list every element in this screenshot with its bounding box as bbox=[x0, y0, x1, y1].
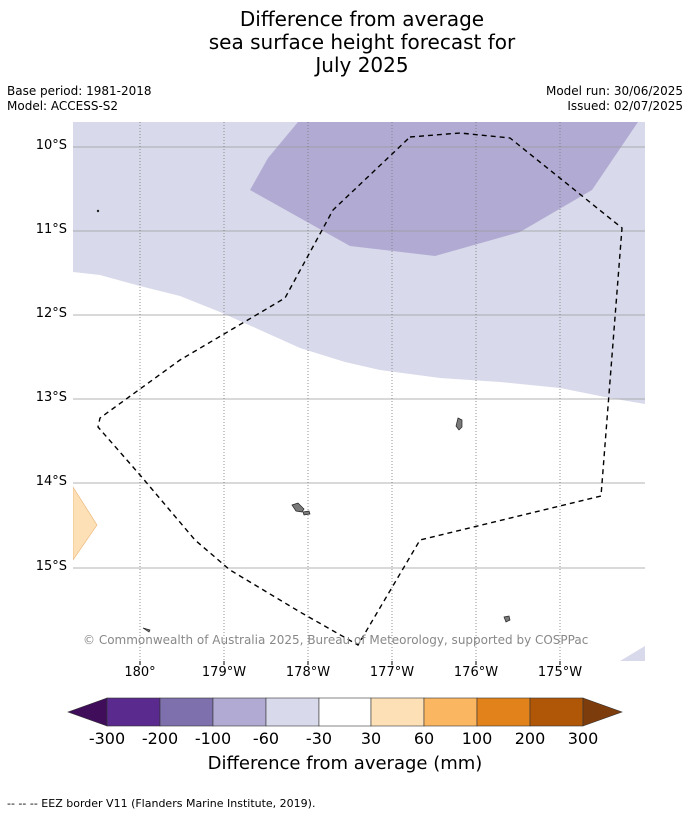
colorbar-swatch bbox=[106, 697, 161, 727]
colorbar-tick: -200 bbox=[141, 729, 179, 748]
colorbar-swatch bbox=[476, 697, 531, 727]
title-line-2: sea surface height forecast for bbox=[208, 30, 516, 54]
colorbar-extend-low bbox=[67, 697, 108, 727]
island-south-small bbox=[142, 627, 151, 633]
meta-right: Model run: 30/06/2025 Issued: 02/07/2025 bbox=[546, 84, 683, 114]
lon-label: 175°W bbox=[537, 665, 583, 680]
base-period: Base period: 1981-2018 bbox=[7, 84, 152, 98]
lat-label: 12°S bbox=[35, 306, 67, 321]
issued-date: Issued: 02/07/2025 bbox=[567, 99, 683, 113]
colorbar-tick: 300 bbox=[567, 729, 599, 748]
colorbar-extend-high bbox=[582, 697, 623, 727]
map-title: Difference from average sea surface heig… bbox=[0, 8, 690, 77]
model-name: Model: ACCESS-S2 bbox=[7, 99, 119, 113]
colorbar-swatches bbox=[67, 697, 623, 727]
title-line-3: July 2025 bbox=[315, 53, 409, 77]
title-line-1: Difference from average bbox=[239, 7, 485, 31]
model-run: Model run: 30/06/2025 bbox=[545, 84, 683, 98]
colorbar-swatch bbox=[529, 697, 584, 727]
colorbar bbox=[67, 697, 623, 727]
islet-dot bbox=[96, 209, 100, 213]
island-west-small bbox=[302, 510, 311, 516]
anomaly-region-neg60-100 bbox=[250, 122, 638, 256]
colorbar-tick: 30 bbox=[360, 729, 382, 748]
lat-label: 10°S bbox=[35, 138, 67, 153]
colorbar-label: Difference from average (mm) bbox=[207, 753, 483, 774]
meta-left: Base period: 1981-2018 Model: ACCESS-S2 bbox=[7, 84, 152, 114]
axis-ticks bbox=[139, 661, 561, 665]
colorbar-tick: -300 bbox=[88, 729, 126, 748]
lon-label: 179°W bbox=[201, 665, 247, 680]
lon-label: 176°W bbox=[453, 665, 499, 680]
anomaly-patch-bottom-right bbox=[620, 646, 645, 661]
lat-label: 13°S bbox=[35, 390, 67, 405]
colorbar-swatch bbox=[265, 697, 320, 727]
lon-label: 180° bbox=[124, 665, 156, 680]
copyright-notice: © Commonwealth of Australia 2025, Bureau… bbox=[83, 633, 589, 647]
colorbar-swatch bbox=[212, 697, 267, 727]
colorbar-swatch bbox=[423, 697, 478, 727]
lat-label: 11°S bbox=[35, 222, 67, 237]
colorbar-swatch bbox=[370, 697, 425, 727]
colorbar-tick: 100 bbox=[461, 729, 493, 748]
colorbar-tick: -100 bbox=[194, 729, 232, 748]
map-panel bbox=[73, 122, 645, 665]
colorbar-swatch bbox=[318, 697, 372, 727]
lat-gridlines bbox=[73, 146, 645, 569]
colorbar-tick: 60 bbox=[413, 729, 435, 748]
island-west bbox=[291, 502, 305, 513]
anomaly-region-pos30-60 bbox=[73, 486, 98, 561]
lat-label: 15°S bbox=[35, 559, 67, 574]
colorbar-tick: -60 bbox=[252, 729, 280, 748]
colorbar-tick: 200 bbox=[514, 729, 546, 748]
eez-legend-note: -- -- -- EEZ border V11 (Flanders Marine… bbox=[7, 797, 316, 810]
colorbar-swatch bbox=[159, 697, 214, 727]
island-east bbox=[455, 417, 463, 431]
lon-label: 177°W bbox=[369, 665, 415, 680]
lon-label: 178°W bbox=[285, 665, 331, 680]
lat-label: 14°S bbox=[35, 474, 67, 489]
island-southeast bbox=[503, 615, 511, 623]
colorbar-tick: -30 bbox=[305, 729, 333, 748]
